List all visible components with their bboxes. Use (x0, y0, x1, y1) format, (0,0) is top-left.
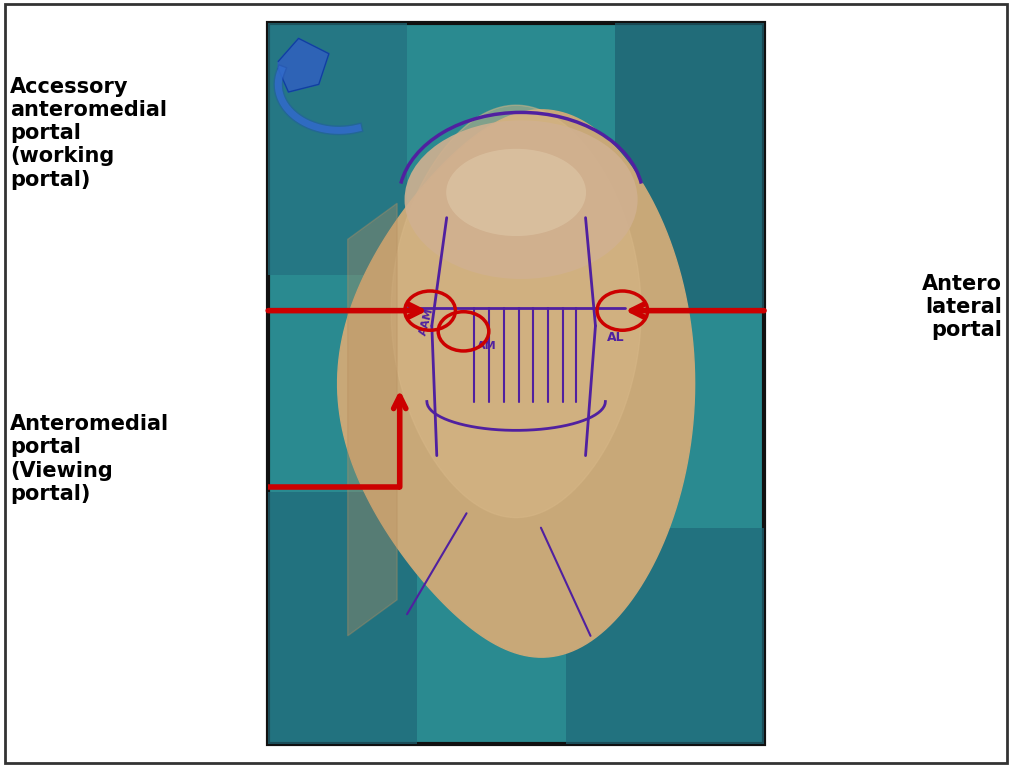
Bar (268, 23, 406, 275)
Ellipse shape (511, 535, 570, 593)
Bar (615, 23, 763, 311)
Text: Antero
lateral
portal: Antero lateral portal (921, 274, 1001, 340)
Polygon shape (278, 38, 329, 92)
Bar (268, 23, 763, 744)
Polygon shape (338, 110, 694, 657)
Text: AL: AL (606, 331, 624, 344)
Text: AAM: AAM (418, 307, 435, 337)
Polygon shape (348, 203, 396, 636)
Bar (565, 528, 763, 744)
Polygon shape (391, 105, 640, 518)
Ellipse shape (446, 149, 585, 236)
Text: Anteromedial
portal
(Viewing
portal): Anteromedial portal (Viewing portal) (10, 414, 169, 504)
Text: AM: AM (476, 341, 495, 351)
Text: Accessory
anteromedial
portal
(working
portal): Accessory anteromedial portal (working p… (10, 77, 167, 189)
Bar (268, 492, 417, 744)
Ellipse shape (404, 120, 637, 279)
